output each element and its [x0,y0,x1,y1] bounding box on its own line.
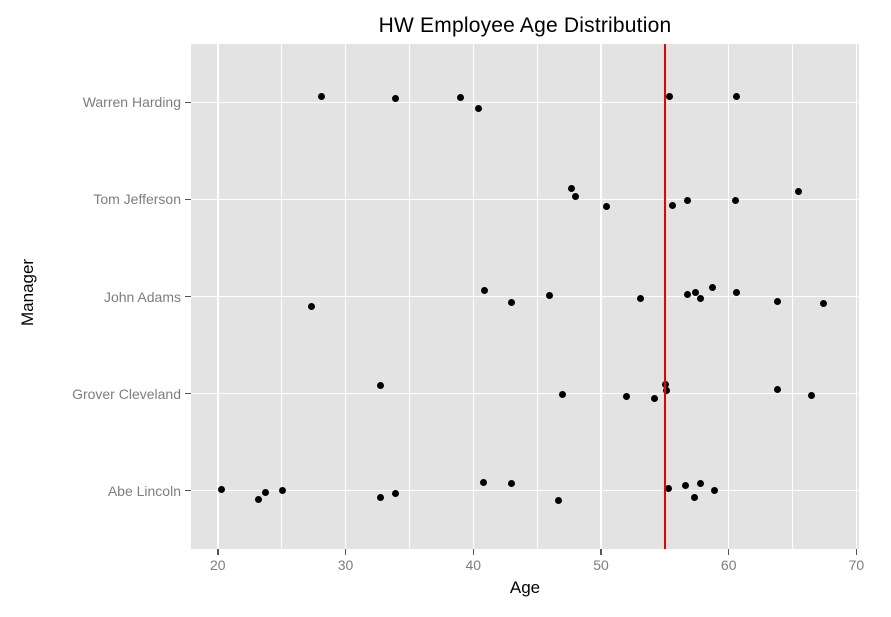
chart-title: HW Employee Age Distribution [378,14,672,37]
data-point [391,94,399,102]
data-point [662,387,670,395]
data-point [697,479,705,487]
y-tick-label: Warren Harding [82,94,181,111]
data-point [376,381,384,389]
data-point [479,478,487,486]
data-point [623,393,631,401]
y-tick-label: Tom Jefferson [93,191,181,208]
data-point [474,104,482,112]
data-point [819,300,827,307]
data-point [773,386,781,394]
data-point [508,299,516,306]
data-point [602,203,610,211]
data-point [555,496,563,504]
x-tick-label: 20 [210,557,226,573]
data-point [731,197,739,205]
data-point [637,295,645,302]
data-point [456,94,464,102]
data-point [773,298,781,305]
data-point [568,184,576,192]
data-point [681,481,689,489]
data-point [559,390,567,398]
data-point [732,93,740,101]
data-point [255,496,263,504]
data-point [711,486,719,494]
data-point [508,479,516,487]
data-point [376,494,384,502]
major-gridline [191,101,859,104]
x-tick-mark [727,549,730,555]
data-point [708,284,716,291]
data-point [666,93,674,101]
x-tick-mark [855,549,858,555]
x-tick-mark [600,549,602,555]
x-tick-label: 70 [848,557,865,573]
x-tick-label: 60 [720,557,737,573]
major-gridline [191,295,859,298]
y-tick-mark [185,392,191,395]
data-point [669,201,677,209]
x-axis-label: Age [509,578,541,597]
data-point [261,489,269,497]
data-point [684,291,692,298]
major-gridline [191,489,859,492]
reference-line [664,44,666,549]
data-point [697,294,705,302]
data-point [317,93,325,101]
data-point [279,486,287,494]
data-point [546,291,554,299]
data-point [692,289,699,296]
data-point [218,485,226,493]
y-tick-mark [185,101,191,104]
y-tick-mark [185,295,191,298]
data-point [690,494,698,502]
x-tick-mark [472,549,475,555]
data-point [571,193,579,201]
data-point [795,187,803,195]
x-tick-mark [217,549,219,555]
y-tick-mark [185,489,191,492]
data-point [665,485,673,493]
y-tick-label: Grover Cleveland [72,385,181,402]
y-tick-mark [185,198,191,201]
major-gridline [191,198,859,201]
y-tick-label: John Adams [103,288,181,305]
major-gridline [191,392,859,395]
x-tick-mark [344,549,347,555]
data-point [481,287,489,294]
data-point [732,289,740,296]
data-point [651,394,659,402]
data-point [684,197,692,205]
x-tick-label: 50 [593,557,609,573]
data-point [307,302,315,310]
x-tick-label: 40 [465,557,482,573]
y-tick-label: Abe Lincoln [107,482,181,499]
data-point [808,392,816,400]
plot-panel [191,44,859,549]
x-tick-label: 30 [337,557,354,573]
data-point [391,490,399,498]
